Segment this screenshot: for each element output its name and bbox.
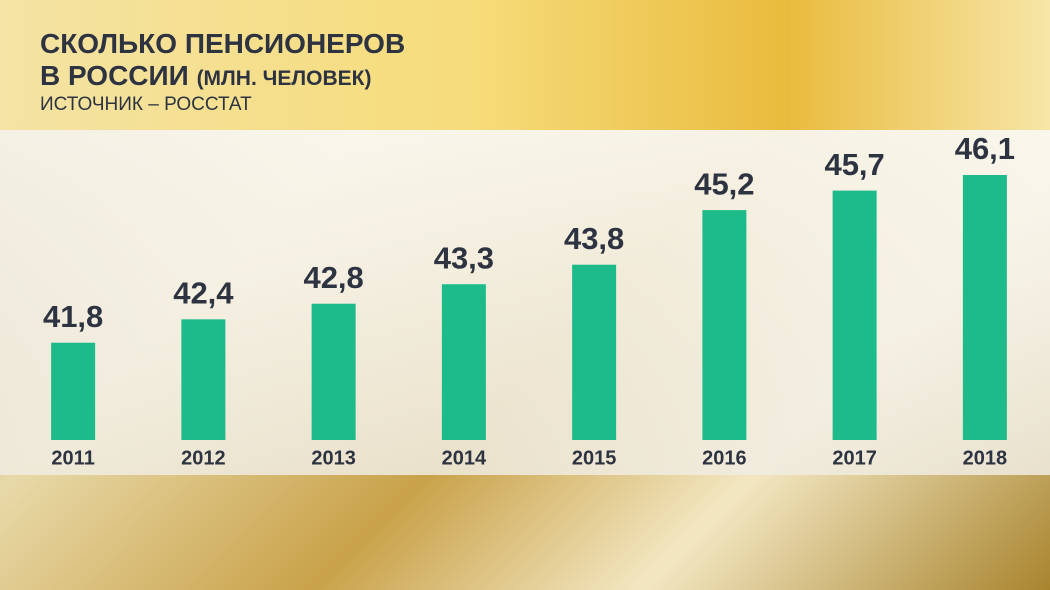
bar <box>311 303 356 440</box>
bar <box>181 319 226 440</box>
source: ИСТОЧНИК – РОССТАТ <box>40 94 252 115</box>
title-text: СКОЛЬКО ПЕНСИОНЕРОВ В РОССИИ <box>40 28 406 91</box>
chart-title: СКОЛЬКО ПЕНСИОНЕРОВ В РОССИИ (МЛН. ЧЕЛОВ… <box>40 28 420 95</box>
x-tick-label: 2014 <box>442 447 487 469</box>
x-tick-label: 2013 <box>311 447 356 469</box>
x-tick-label: 2018 <box>963 447 1008 469</box>
value-label: 45,2 <box>694 166 754 201</box>
value-label: 43,3 <box>434 240 494 275</box>
bar <box>962 175 1007 440</box>
value-label: 41,8 <box>43 299 103 334</box>
x-tick-label: 2011 <box>51 447 94 469</box>
x-tick-label: 2012 <box>181 447 226 469</box>
value-label: 46,1 <box>955 131 1015 166</box>
bar <box>51 342 96 440</box>
value-label: 42,4 <box>173 276 234 311</box>
bar <box>702 210 747 440</box>
bar <box>441 284 486 440</box>
value-label: 45,7 <box>824 147 884 182</box>
x-tick-label: 2016 <box>702 447 747 469</box>
value-label: 43,8 <box>564 221 624 256</box>
x-tick-label: 2017 <box>832 447 877 469</box>
chart-subtitle: (МЛН. ЧЕЛОВЕК) <box>196 67 372 90</box>
bar <box>832 190 877 440</box>
value-label: 42,8 <box>303 260 363 295</box>
x-tick-label: 2015 <box>572 447 617 469</box>
bar <box>572 264 617 440</box>
header: СКОЛЬКО ПЕНСИОНЕРОВ В РОССИИ (МЛН. ЧЕЛОВ… <box>0 0 1050 130</box>
